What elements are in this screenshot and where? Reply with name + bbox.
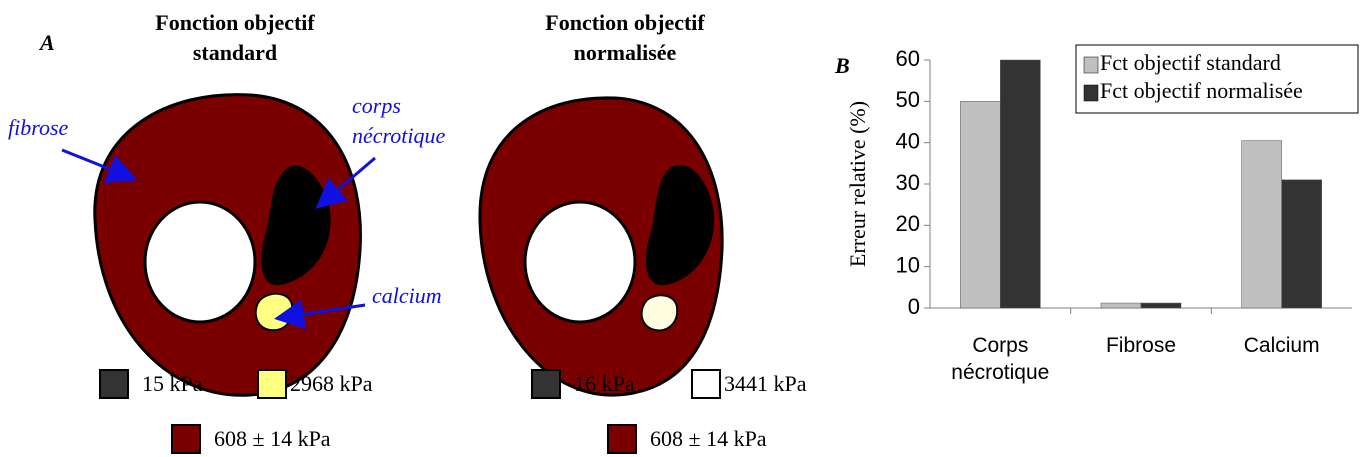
x-tick-label: Corps nécrotique [951, 334, 1050, 384]
annotation: corps [352, 93, 401, 118]
bar [1100, 302, 1142, 309]
y-tick-label: 20 [896, 211, 920, 236]
y-tick-label: 30 [896, 170, 920, 195]
legend-swatch [1083, 56, 1099, 74]
legend-swatch [99, 369, 129, 399]
annotation: calcium [372, 283, 442, 308]
bar [1140, 302, 1182, 309]
legend-label: 608 ± 14 kPa [650, 426, 767, 451]
y-tick-label: 40 [896, 128, 920, 153]
title: normalisée [574, 40, 677, 65]
cross-section [93, 93, 362, 397]
legend-swatch [531, 369, 561, 399]
annotation: fibrose [8, 115, 69, 140]
bar [1241, 140, 1282, 309]
legend-label: 15 kPa [142, 371, 203, 396]
annotation: nécrotique [352, 123, 445, 148]
legend-swatch [607, 424, 637, 454]
legend-swatch [171, 424, 201, 454]
title: Fonction objectif [155, 10, 315, 35]
legend-swatch [1083, 84, 1099, 102]
bar [1000, 59, 1041, 309]
cross-section [478, 96, 724, 397]
y-tick-label: 60 [896, 46, 920, 71]
legend-label: 2968 kPa [290, 371, 373, 396]
y-axis-label: Erreur relative (%) [845, 101, 870, 267]
legend-swatch [691, 369, 721, 399]
legend-label: 608 ± 14 kPa [214, 426, 331, 451]
title: Fonction objectif [545, 10, 705, 35]
panel-label: A [38, 30, 55, 55]
title: standard [193, 40, 277, 65]
arrows [61, 148, 376, 330]
legend-label: 3441 kPa [724, 371, 807, 396]
x-tick-label: Calcium [1243, 334, 1320, 357]
panel-label: B [834, 53, 850, 78]
legend-box [1075, 44, 1359, 114]
y-tick-label: 50 [896, 87, 920, 112]
legend-swatch [257, 369, 287, 399]
legend-label: Fct objectif normalisée [1100, 78, 1303, 103]
legend-label: Fct objectif standard [1100, 50, 1281, 75]
bar [1281, 179, 1322, 309]
x-tick-label: Fibrose [1105, 334, 1177, 357]
bar [960, 101, 1001, 309]
legend-label: 16 kPa [574, 371, 635, 396]
y-tick-label: 0 [908, 294, 920, 319]
y-tick-label: 10 [896, 252, 920, 277]
